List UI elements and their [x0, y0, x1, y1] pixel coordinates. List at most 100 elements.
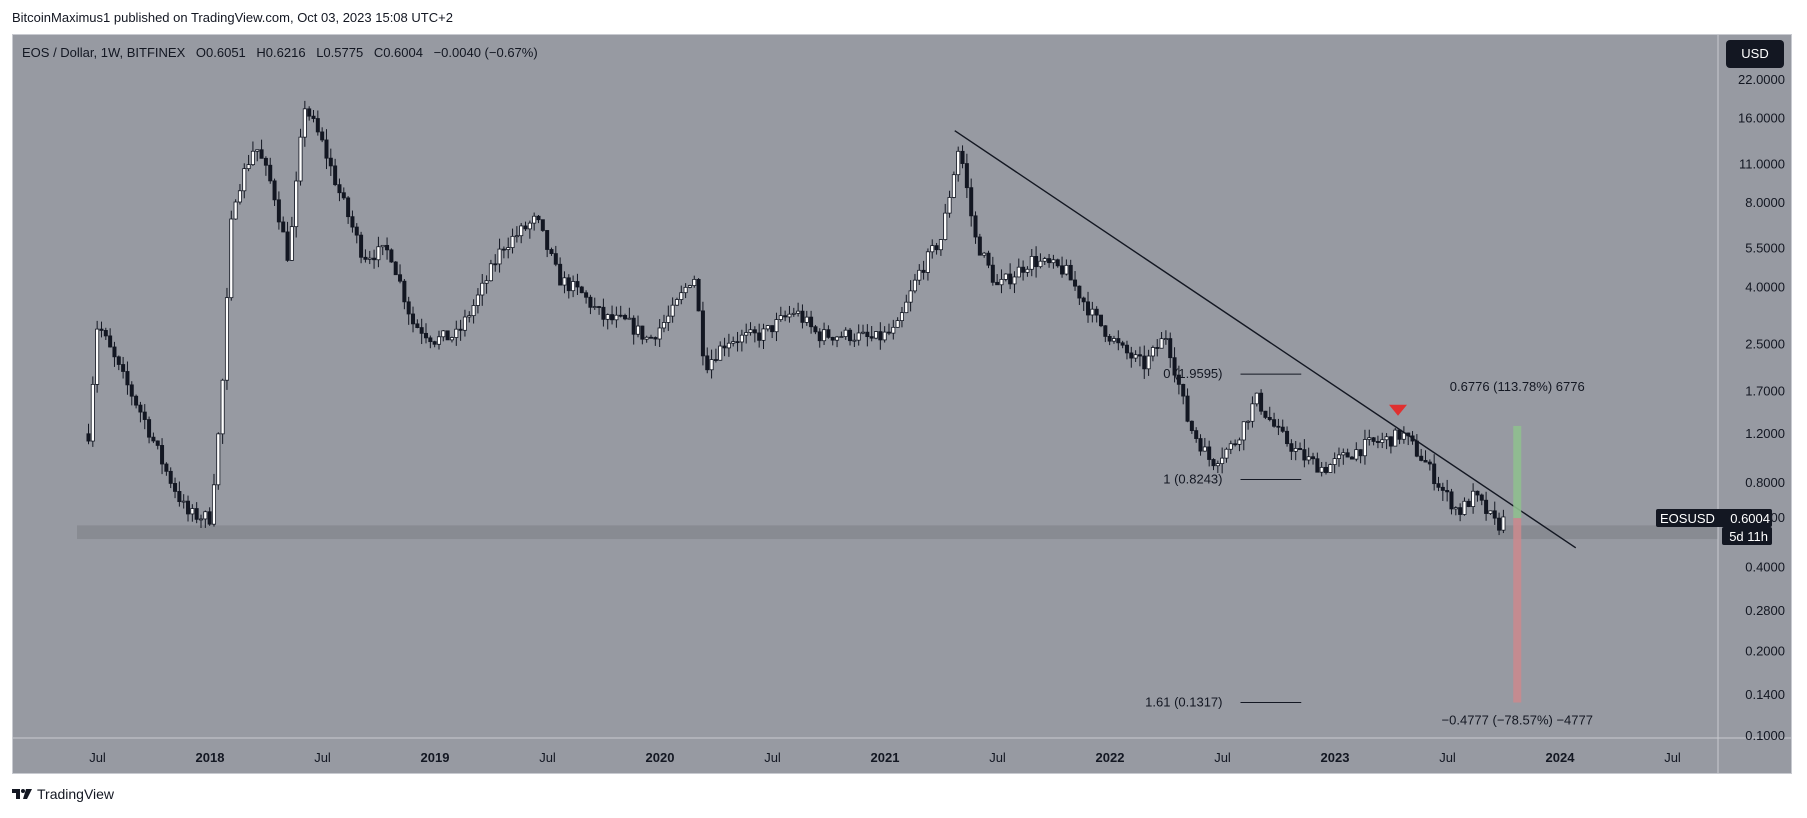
time-tick-label: Jul [539, 750, 556, 765]
candle-body [350, 216, 355, 228]
candle-body [713, 359, 718, 361]
candle [817, 328, 822, 348]
candle [1064, 259, 1069, 276]
candle [488, 259, 493, 282]
candle [1259, 389, 1264, 415]
candle [354, 223, 359, 244]
tradingview-logo[interactable]: TradingView [12, 786, 114, 802]
candle [1328, 463, 1333, 473]
candle [1107, 333, 1112, 346]
candle-body [1341, 452, 1346, 456]
candle-body [774, 319, 779, 333]
candle [250, 141, 255, 166]
candle [1306, 447, 1311, 465]
currency-button[interactable]: USD [1726, 40, 1784, 68]
candle [1471, 483, 1476, 514]
candle [155, 440, 160, 450]
candle-body [904, 301, 909, 314]
candle [160, 438, 165, 475]
candle-body [129, 384, 134, 397]
candle-body [1168, 338, 1173, 359]
candle-body [986, 252, 991, 266]
candle [458, 319, 463, 341]
candle-body [359, 234, 364, 258]
candle-body [1103, 325, 1108, 337]
candle [713, 348, 718, 363]
candle-body [1289, 443, 1294, 452]
candle [960, 145, 965, 169]
candle-body [995, 281, 1000, 286]
candle [1466, 498, 1471, 508]
candle-body [1367, 437, 1372, 440]
candle-body [428, 337, 433, 343]
candle-body [454, 328, 459, 338]
tradingview-logo-icon [12, 789, 32, 799]
candle-body [1358, 449, 1363, 457]
candle [471, 299, 476, 324]
candle-body [402, 280, 407, 303]
time-tick-label: Jul [1664, 750, 1681, 765]
candle-body [337, 184, 342, 194]
candle [601, 298, 606, 327]
candle [899, 307, 904, 328]
candle [566, 274, 571, 299]
candle-body [216, 433, 221, 486]
candle-body [493, 263, 498, 266]
candle [657, 319, 662, 347]
candle-body [1047, 258, 1052, 264]
candle-body [951, 174, 956, 198]
candle [294, 171, 299, 238]
candle-body [1198, 438, 1203, 452]
candle-body [1471, 490, 1476, 507]
candle-body [912, 279, 917, 292]
candle-body [324, 139, 329, 159]
candle [211, 473, 216, 527]
candle [514, 226, 519, 243]
candle [320, 127, 325, 143]
candle [1133, 350, 1138, 362]
candle [1436, 476, 1441, 492]
candle-body [177, 491, 182, 502]
candle [943, 203, 948, 241]
candle [1388, 436, 1393, 454]
candle [783, 310, 788, 322]
candle [1358, 449, 1363, 464]
candle-body [835, 336, 840, 341]
candle-body [692, 279, 697, 286]
candle-body [1189, 420, 1194, 432]
candle [1458, 503, 1463, 522]
candle-body [449, 337, 454, 341]
chart-pane[interactable] [12, 34, 1792, 774]
candle-body [506, 247, 511, 250]
candle [255, 149, 260, 162]
candle [536, 214, 541, 224]
candle-body [194, 508, 199, 520]
candle-body [1259, 392, 1264, 412]
candle-body [1133, 354, 1138, 359]
candle [869, 326, 874, 342]
candle-body [398, 274, 403, 282]
candle [445, 330, 450, 341]
candle-body [1220, 457, 1225, 465]
target-down-box [1513, 518, 1522, 703]
candle-body [1423, 460, 1428, 463]
candle [1021, 260, 1026, 281]
candle [419, 318, 424, 345]
candle-body [441, 330, 446, 338]
descending-trendline [954, 130, 1577, 549]
candle-body [376, 246, 381, 261]
candle-body [229, 218, 234, 299]
candle-body [683, 286, 688, 294]
candle-body [718, 345, 723, 361]
time-tick-label: Jul [314, 750, 331, 765]
candle [1124, 340, 1129, 360]
candle-body [1150, 347, 1155, 357]
candle [376, 236, 381, 268]
candle-body [1458, 507, 1463, 515]
candle-body [1077, 285, 1082, 299]
time-tick-label: 2019 [421, 750, 450, 765]
candle-body [1086, 301, 1091, 316]
candle-body [95, 328, 100, 385]
candle-body [173, 483, 178, 492]
